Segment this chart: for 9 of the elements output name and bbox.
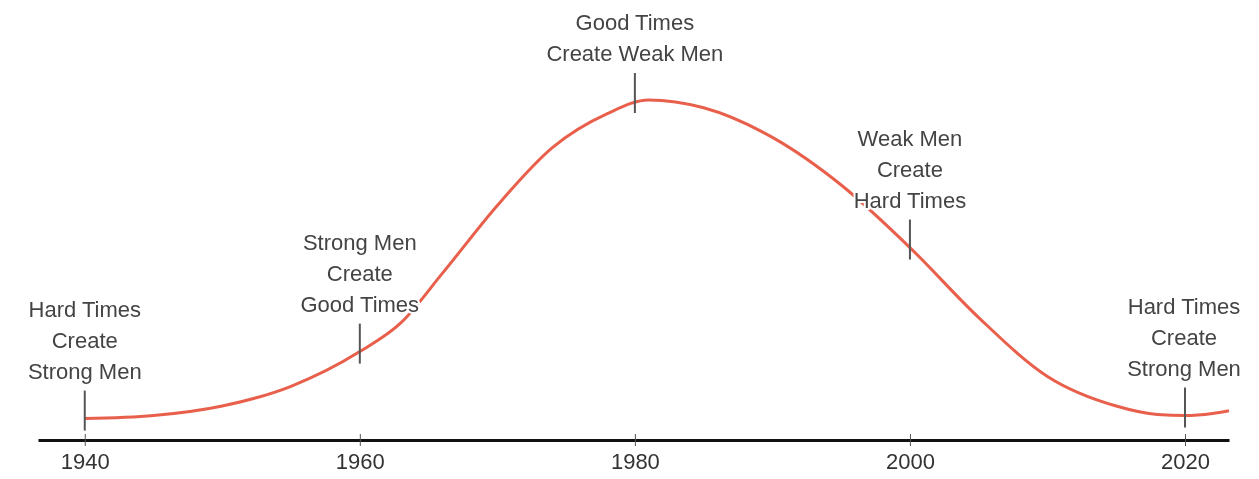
- x-tick-label: 1960: [335, 448, 385, 474]
- x-tick-label: 2000: [885, 448, 935, 474]
- annotation: Good Times Create Weak Men: [546, 10, 724, 67]
- x-tick-label: 1980: [610, 448, 660, 474]
- annotation: Strong Men Create Good Times: [300, 229, 420, 317]
- x-tick-label: 2020: [1161, 448, 1210, 474]
- annotation: Hard Times Create Strong Men: [27, 296, 142, 384]
- x-tick-label: 1940: [60, 448, 110, 474]
- annotation: Hard Times Create Strong Men: [1127, 293, 1241, 381]
